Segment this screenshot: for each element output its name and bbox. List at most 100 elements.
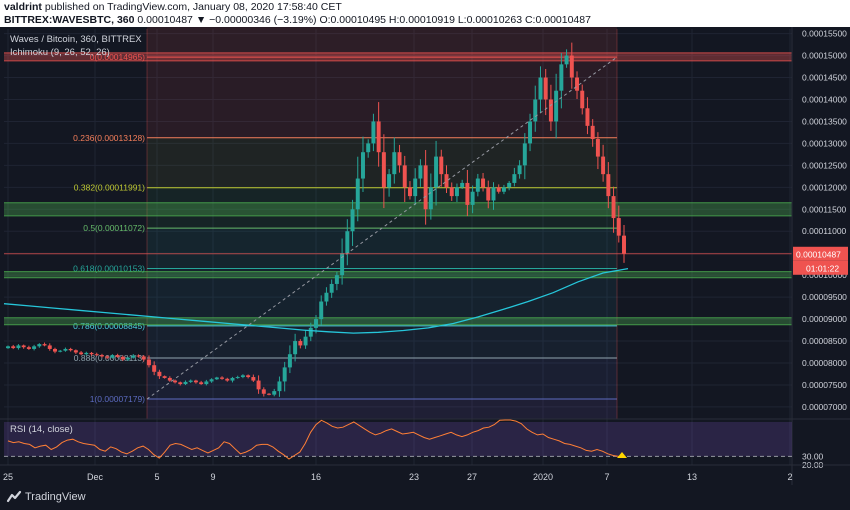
candle-body	[240, 375, 245, 378]
tradingview-logo-icon	[6, 490, 22, 503]
candle-body	[193, 380, 198, 383]
price-tick-label: 0.00009000	[802, 314, 847, 324]
candle-body	[214, 377, 219, 380]
candle-body	[413, 178, 418, 197]
candle-body	[6, 346, 10, 349]
candle-body	[230, 377, 235, 381]
price-tick-label: 0.00007500	[802, 380, 847, 390]
candle-body	[475, 178, 480, 192]
candle-body	[11, 346, 16, 349]
price-tick-label: 0.00014500	[802, 73, 847, 83]
candle-body	[47, 345, 52, 349]
candle-body	[167, 377, 172, 381]
price-chart[interactable]: 0(0.00014965) 0.236(0.00013128) 0.382(0.00…	[0, 27, 850, 485]
time-tick-label: 13	[687, 472, 697, 482]
rsi-band	[4, 422, 792, 457]
candle-body	[371, 121, 376, 144]
candle-body	[559, 64, 564, 91]
price-tick-label: 0.00011500	[802, 204, 847, 214]
candle-body	[16, 345, 21, 349]
price-tick-label: 0.00014000	[802, 94, 847, 104]
candle-body	[110, 355, 115, 358]
candle-body	[84, 352, 89, 355]
candle-body	[355, 178, 360, 210]
candle-body	[595, 139, 600, 157]
candle-body	[449, 187, 454, 197]
time-tick-label: 27	[467, 472, 477, 482]
candle-body	[298, 341, 303, 346]
chart-legend-title: Waves / Bitcoin, 360, BITTREX	[10, 34, 142, 45]
candle-body	[94, 354, 99, 356]
candle-body	[423, 165, 428, 210]
candle-body	[381, 152, 386, 188]
fib-band	[147, 228, 617, 269]
candle-body	[199, 382, 204, 385]
candle-body	[324, 292, 329, 302]
candle-body	[522, 143, 527, 166]
candle-body	[261, 389, 266, 394]
candle-body	[319, 301, 324, 320]
time-tick-label: 2020	[533, 472, 553, 482]
candle-body	[105, 356, 110, 358]
candle-body	[293, 341, 298, 355]
candle-body	[601, 156, 606, 175]
price-tick-label: 0.00008500	[802, 336, 847, 346]
candle-body	[501, 187, 506, 192]
candle-body	[89, 352, 94, 355]
candle-body	[178, 382, 183, 385]
fib-level-label: 0.382(0.00011991)	[74, 183, 145, 193]
time-tick-label: 23	[409, 472, 419, 482]
price-tick-label: 0.00008000	[802, 358, 847, 368]
candle-body	[434, 156, 439, 188]
time-tick-label: 16	[311, 472, 321, 482]
candle-body	[606, 174, 611, 197]
sr-zone	[4, 271, 792, 278]
candle-body	[303, 336, 308, 346]
candle-body	[554, 90, 559, 122]
candle-body	[173, 380, 178, 383]
fib-level-label: 0(0.00014965)	[90, 52, 145, 62]
chart-legend-indicator: Ichimoku (9, 26, 52, 26)	[10, 47, 110, 58]
candle-body	[366, 143, 371, 153]
candle-body	[345, 231, 350, 254]
candle-body	[146, 359, 151, 366]
candle-body	[486, 187, 491, 201]
rsi-line	[7, 419, 625, 460]
candle-body	[575, 77, 580, 91]
candle-body	[246, 375, 251, 378]
time-tick-label: 9	[210, 472, 215, 482]
candle-body	[496, 187, 501, 192]
fib-level-label: 0.236(0.00013128)	[73, 133, 145, 143]
candle-body	[256, 380, 261, 390]
price-tick-label: 0.00015500	[802, 29, 847, 39]
candle-body	[225, 378, 230, 381]
rsi-legend: RSI (14, close)	[10, 424, 73, 435]
author-name: valdrint	[4, 1, 42, 13]
candle-body	[481, 178, 486, 188]
candle-body	[465, 182, 470, 205]
publish-header: valdrint published on TradingView.com, J…	[0, 0, 850, 27]
candle-body	[407, 187, 412, 197]
price-tick-label: 0.00011000	[802, 226, 847, 236]
sr-zone	[4, 52, 792, 61]
tradingview-brand[interactable]: TradingView	[25, 491, 86, 503]
fib-band	[147, 187, 617, 229]
chart-background	[0, 27, 850, 485]
candle-body	[428, 187, 433, 210]
candle-body	[52, 348, 57, 352]
candle-body	[63, 348, 68, 351]
price-tick-label: 0.00007000	[802, 402, 847, 412]
publish-info: published on TradingView.com, January 08…	[44, 1, 342, 13]
time-tick-label: Dec	[87, 472, 104, 482]
quote-ohlc: 0.00010487 ▼ −0.00000346 (−3.19%) O:0.00…	[137, 14, 591, 26]
footer-bar	[0, 485, 850, 510]
fib-band	[147, 325, 617, 359]
countdown-label: 01:01:22	[806, 263, 839, 273]
candle-body	[42, 344, 47, 346]
candle-body	[334, 275, 339, 284]
price-tick-label: 0.00012500	[802, 160, 847, 170]
symbol-name: BITTREX:WAVESBTC, 360	[4, 14, 135, 26]
fib-trend-line	[146, 56, 618, 400]
publish-line: valdrint published on TradingView.com, J…	[4, 1, 342, 13]
candle-body	[470, 191, 475, 205]
